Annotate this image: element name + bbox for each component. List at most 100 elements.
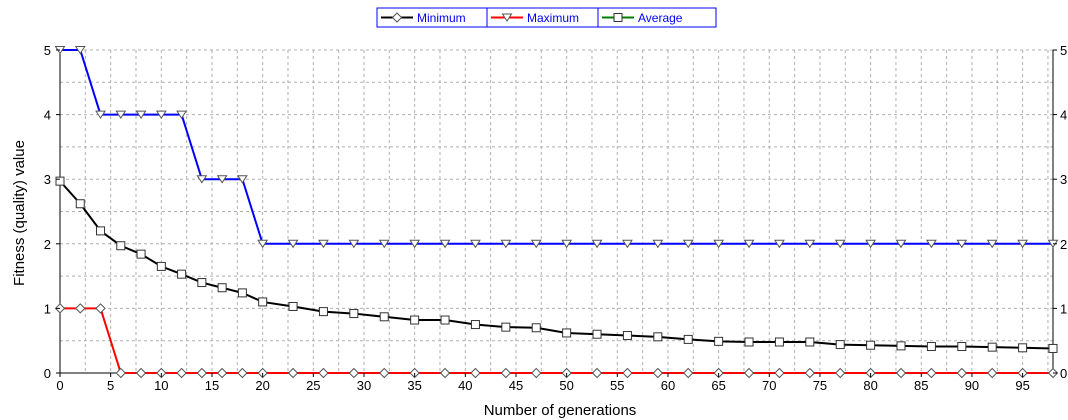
data-point-maximum — [865, 239, 877, 249]
data-point-minimum — [237, 367, 248, 379]
legend-marker — [613, 13, 623, 22]
data-point-average — [258, 297, 268, 307]
data-point-maximum — [115, 110, 127, 120]
data-point-maximum — [236, 175, 248, 184]
data-point-average — [957, 342, 967, 352]
legend-marker — [501, 13, 513, 22]
data-point-average — [622, 331, 632, 341]
chart-grid — [59, 49, 1053, 374]
tick-labels: 0 5 10 15 20 25 30 35 40 45 50 55 60 65 70 75 80 85 90 9501… — [44, 43, 1067, 393]
data-point-average — [592, 329, 602, 339]
x-tick-label: 80 — [863, 378, 877, 393]
data-point-average — [96, 226, 106, 236]
data-point-minimum — [743, 367, 755, 379]
data-point-average — [156, 261, 166, 271]
data-point-minimum — [95, 303, 106, 314]
x-tick-label: 30 — [357, 378, 371, 393]
data-point-average — [440, 315, 450, 325]
legend: Minimum Maximum Average — [376, 7, 717, 28]
data-point-minimum — [956, 367, 968, 379]
data-point-maximum — [713, 239, 725, 249]
data-point-minimum — [835, 367, 846, 379]
data-point-maximum — [196, 175, 208, 184]
data-point-average — [136, 249, 146, 259]
data-point-maximum — [155, 110, 167, 120]
data-point-maximum — [176, 110, 188, 120]
data-point-minimum — [652, 367, 664, 379]
legend-item-maximum: Maximum — [486, 7, 599, 28]
data-point-average — [379, 312, 389, 322]
data-point-average — [531, 323, 541, 333]
data-point-minimum — [135, 367, 147, 379]
y-tick-label: 4 — [44, 108, 51, 123]
data-point-minimum — [115, 367, 127, 379]
data-point-minimum — [591, 367, 603, 379]
data-point-maximum — [743, 239, 755, 249]
data-point-maximum — [986, 239, 998, 249]
x-tick-label: 65 — [711, 378, 725, 393]
x-tick-label: 50 — [559, 378, 573, 393]
data-point-minimum — [439, 367, 451, 379]
data-point-maximum — [348, 239, 360, 249]
y-right-tick-label: 1 — [1060, 301, 1067, 316]
data-point-average — [470, 320, 480, 330]
x-tick-label: 55 — [610, 378, 624, 393]
data-point-maximum — [1017, 239, 1029, 249]
series-maximum — [54, 46, 1059, 249]
data-point-minimum — [926, 367, 937, 379]
data-point-maximum — [287, 239, 299, 249]
data-point-average — [410, 315, 420, 325]
data-point-minimum — [895, 367, 907, 379]
data-point-average — [197, 278, 207, 288]
series-layer — [54, 46, 1059, 379]
x-tick-label: 0 — [56, 378, 63, 393]
data-point-maximum — [257, 239, 269, 249]
y-tick-label: 5 — [44, 43, 51, 58]
data-point-average — [653, 332, 663, 342]
data-point-average — [237, 288, 247, 298]
data-point-average — [683, 334, 693, 344]
data-point-minimum — [531, 367, 542, 379]
data-point-minimum — [470, 367, 481, 379]
data-point-minimum — [986, 367, 998, 379]
y-right-tick-label: 0 — [1060, 366, 1067, 381]
data-point-maximum — [135, 110, 147, 120]
series-line-maximum — [60, 49, 1053, 245]
series-line-minimum — [60, 307, 1053, 374]
data-point-minimum — [216, 367, 228, 379]
data-point-maximum — [378, 239, 390, 249]
y-tick-label: 0 — [44, 366, 51, 381]
data-point-average — [349, 309, 359, 319]
data-point-minimum — [622, 367, 633, 379]
data-point-maximum — [500, 239, 512, 249]
data-point-average — [55, 176, 65, 186]
data-point-minimum — [500, 367, 512, 379]
x-tick-label: 35 — [407, 378, 421, 393]
data-point-average — [835, 340, 845, 350]
data-point-average — [866, 340, 876, 350]
data-point-minimum — [774, 367, 785, 379]
data-point-maximum — [74, 46, 86, 55]
data-point-maximum — [652, 239, 664, 249]
legend-item-minimum: Minimum — [376, 7, 488, 28]
data-point-average — [75, 199, 85, 209]
y-right-tick-label: 4 — [1060, 108, 1067, 123]
y-right-tick-label: 2 — [1060, 237, 1067, 252]
data-point-maximum — [804, 239, 816, 249]
series-average — [55, 176, 1058, 353]
data-point-average — [714, 336, 724, 346]
legend-label: Average — [638, 11, 683, 25]
data-point-maximum — [774, 239, 785, 249]
y-right-tick-label: 5 — [1060, 43, 1067, 58]
legend-label: Minimum — [417, 11, 466, 25]
data-point-average — [318, 307, 328, 317]
y-tick-label: 2 — [44, 237, 51, 252]
legend-box — [597, 7, 717, 28]
data-point-minimum — [348, 367, 360, 379]
y-tick-label: 3 — [44, 172, 51, 187]
data-point-average — [774, 337, 784, 347]
data-point-maximum — [682, 239, 694, 249]
data-point-maximum — [409, 239, 421, 249]
data-point-average — [1048, 343, 1058, 353]
